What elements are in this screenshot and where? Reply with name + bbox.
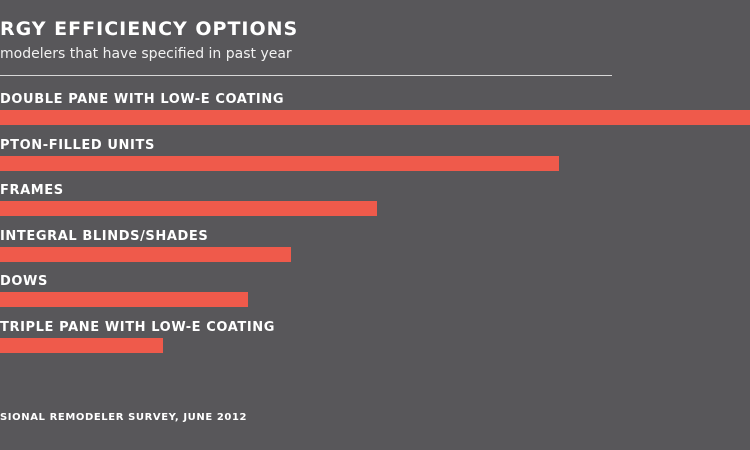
bar: [0, 201, 377, 216]
bar-label: DOUBLE PANE WITH LOW-E COATING: [0, 92, 285, 107]
bar: [0, 292, 248, 307]
bar-row: INTEGRAL BLINDS/SHADES: [0, 229, 750, 273]
bar-label: DOWS: [0, 274, 48, 289]
bar-label: FRAMES: [0, 183, 64, 198]
bar-row: DOUBLE PANE WITH LOW-E COATING: [0, 92, 750, 136]
bar: [0, 337, 163, 353]
chart-subtitle: modelers that have specified in past yea…: [0, 46, 292, 62]
bar: [0, 155, 559, 171]
bar-label: INTEGRAL BLINDS/SHADES: [0, 228, 209, 244]
source-note: SIONAL REMODELER SURVEY, JUNE 2012: [0, 412, 248, 423]
bar-label: PTON-FILLED UNITS: [0, 137, 155, 153]
bar: [0, 110, 750, 125]
bar-label: TRIPLE PANE WITH LOW-E COATING: [0, 319, 276, 335]
chart-title: RGY EFFICIENCY OPTIONS: [0, 18, 299, 40]
bar-row: PTON-FILLED UNITS: [0, 138, 750, 182]
bar-row: FRAMES: [0, 183, 750, 227]
bar-row: TRIPLE PANE WITH LOW-E COATING: [0, 320, 750, 364]
title-divider: [0, 75, 612, 76]
bar-row: DOWS: [0, 274, 750, 318]
bar: [0, 246, 291, 262]
